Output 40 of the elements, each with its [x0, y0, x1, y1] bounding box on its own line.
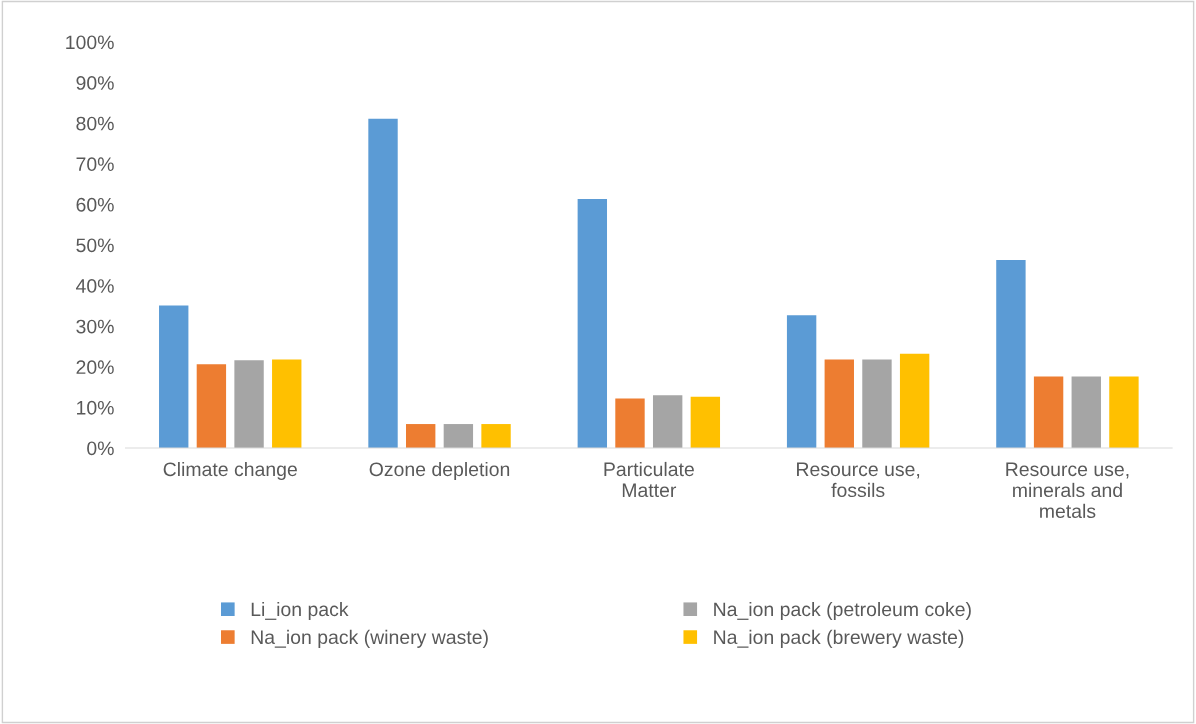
bar	[577, 199, 608, 448]
y-tick-label: 40%	[76, 279, 114, 293]
bar	[615, 398, 645, 448]
legend-label: Na_ion pack (winery waste)	[251, 629, 488, 648]
y-tick-label: 80%	[76, 116, 114, 131]
y-tick-label: 60%	[76, 197, 114, 212]
x-tick-label: Resource use, fossils	[797, 462, 920, 498]
bar	[824, 359, 854, 448]
x-tick-label: Ozone depletion	[369, 461, 510, 481]
y-tick-label: 0%	[87, 441, 114, 456]
bar	[272, 359, 302, 448]
bar	[406, 424, 436, 448]
bar	[652, 395, 683, 448]
bar	[196, 364, 227, 448]
bar	[159, 305, 189, 448]
bar	[996, 260, 1026, 448]
y-tick-label: 90%	[76, 76, 114, 90]
legend-label: Li_ion pack	[251, 601, 349, 621]
bar	[234, 360, 264, 448]
bar	[368, 118, 398, 448]
bar	[1071, 376, 1101, 448]
legend-label: Na_ion pack (petroleum coke)	[714, 601, 971, 621]
bar	[690, 396, 721, 448]
bar	[1109, 376, 1139, 448]
bar	[443, 424, 474, 448]
y-tick-label: 70%	[76, 157, 114, 172]
y-tick-label: 20%	[76, 360, 114, 375]
x-tick-label: Climate change	[163, 461, 297, 481]
legend-label: Na_ion pack (brewery waste)	[714, 629, 964, 648]
bar	[899, 353, 930, 448]
x-tick-label: Particulate Matter	[604, 461, 694, 498]
x-tick-label: Resource use, minerals and metals	[1006, 462, 1129, 519]
bar	[786, 315, 817, 448]
y-tick-label: 100%	[66, 35, 114, 50]
bar	[481, 424, 511, 448]
bar	[862, 359, 892, 448]
bar	[1033, 376, 1064, 448]
y-tick-label: 30%	[76, 319, 114, 334]
y-tick-label: 50%	[76, 238, 114, 253]
y-tick-label: 10%	[77, 400, 114, 415]
